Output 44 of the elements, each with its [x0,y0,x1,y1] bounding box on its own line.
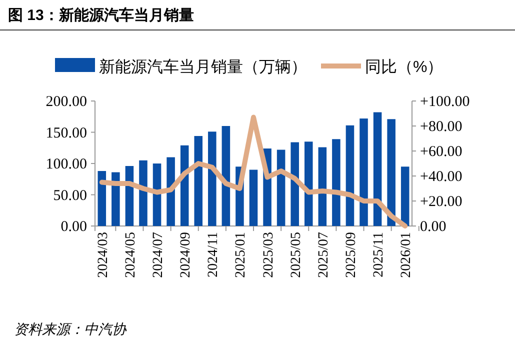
x-tick-label: 2025/11 [372,232,387,278]
y2-tick-label: +80.00 [420,119,462,135]
legend-label: 同比（%） [365,58,444,76]
bar [249,170,258,226]
chart-title: 图 13：新能源汽车当月销量 [8,6,194,24]
x-tick-label: 2024/09 [178,232,194,278]
bar [346,125,354,226]
bar [208,132,216,226]
y-tick-label: 0.00 [60,219,87,235]
bar [318,147,327,226]
x-tick-label: 2024/07 [151,232,166,278]
bar [332,139,340,226]
y-tick-label: 50.00 [53,188,87,204]
y2-tick-label: +20.00 [420,194,462,210]
y2-tick-label: +100.00 [420,94,470,110]
y-tick-label: 100.00 [46,156,87,172]
bar [139,160,148,226]
y2-tick-label: +60.00 [420,144,462,160]
x-tick-label: 2025/09 [344,232,359,278]
legend-label: 新能源汽车当月销量（万辆） [99,58,307,76]
y-tick-label: 150.00 [46,125,87,142]
y-tick-label: 200.00 [46,94,87,110]
bar [98,171,106,226]
x-tick-label: 2025/03 [261,232,276,278]
y2-tick-label: +40.00 [420,169,462,185]
bar [112,172,120,226]
bar [194,136,203,226]
x-tick-label: 2024/11 [206,232,222,278]
bar [304,142,313,226]
x-tick-label: 2025/07 [316,232,332,278]
x-tick-label: 2025/01 [234,232,249,278]
bar [387,119,396,226]
bar [360,118,368,226]
x-tick-label: 2024/03 [96,232,111,278]
y2-tick-label: 0.00 [420,219,446,235]
x-tick-label: 2024/05 [123,232,138,278]
bar [222,126,230,226]
bar [290,142,299,226]
bar [166,157,175,226]
bar [373,112,382,226]
text: 资料来源：中汽协 [14,321,127,337]
x-tick-label: 2026/01 [399,232,414,278]
bar [400,166,410,226]
x-tick-label: 2025/05 [288,232,304,278]
